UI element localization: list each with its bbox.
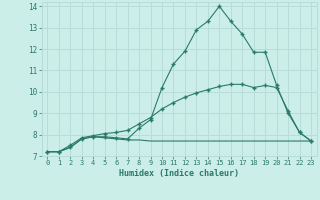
X-axis label: Humidex (Indice chaleur): Humidex (Indice chaleur) xyxy=(119,169,239,178)
